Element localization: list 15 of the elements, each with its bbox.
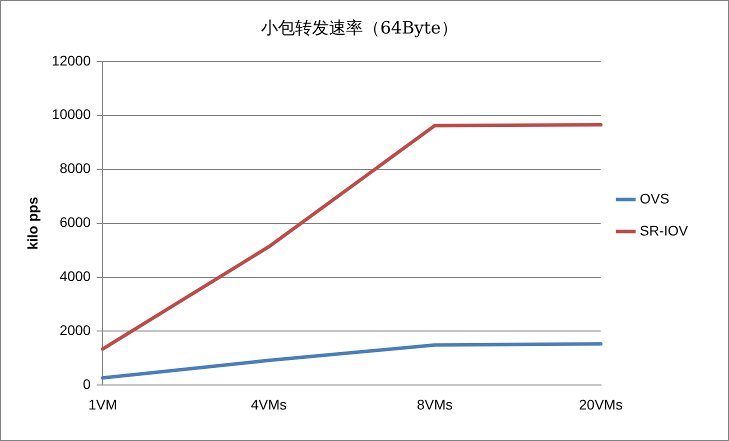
legend-label: SR-IOV	[640, 222, 689, 238]
y-tick-label: 4000	[60, 268, 91, 284]
y-tick-label: 6000	[60, 214, 91, 230]
legend-label: OVS	[640, 190, 670, 206]
chart-title: 小包转发速率（64Byte）	[261, 18, 458, 39]
y-tick-label: 2000	[60, 322, 91, 338]
y-tick-label: 8000	[60, 160, 91, 176]
x-tick-label: 1VM	[88, 396, 118, 412]
x-tick-label: 4VMs	[250, 396, 287, 412]
y-axis-title: kilo pps	[24, 196, 40, 250]
y-tick-label: 12000	[52, 52, 91, 68]
x-tick-label: 20VMs	[578, 396, 623, 412]
y-tick-label: 0	[82, 376, 91, 392]
y-tick-label: 10000	[52, 106, 91, 122]
x-tick-label: 8VMs	[416, 396, 453, 412]
